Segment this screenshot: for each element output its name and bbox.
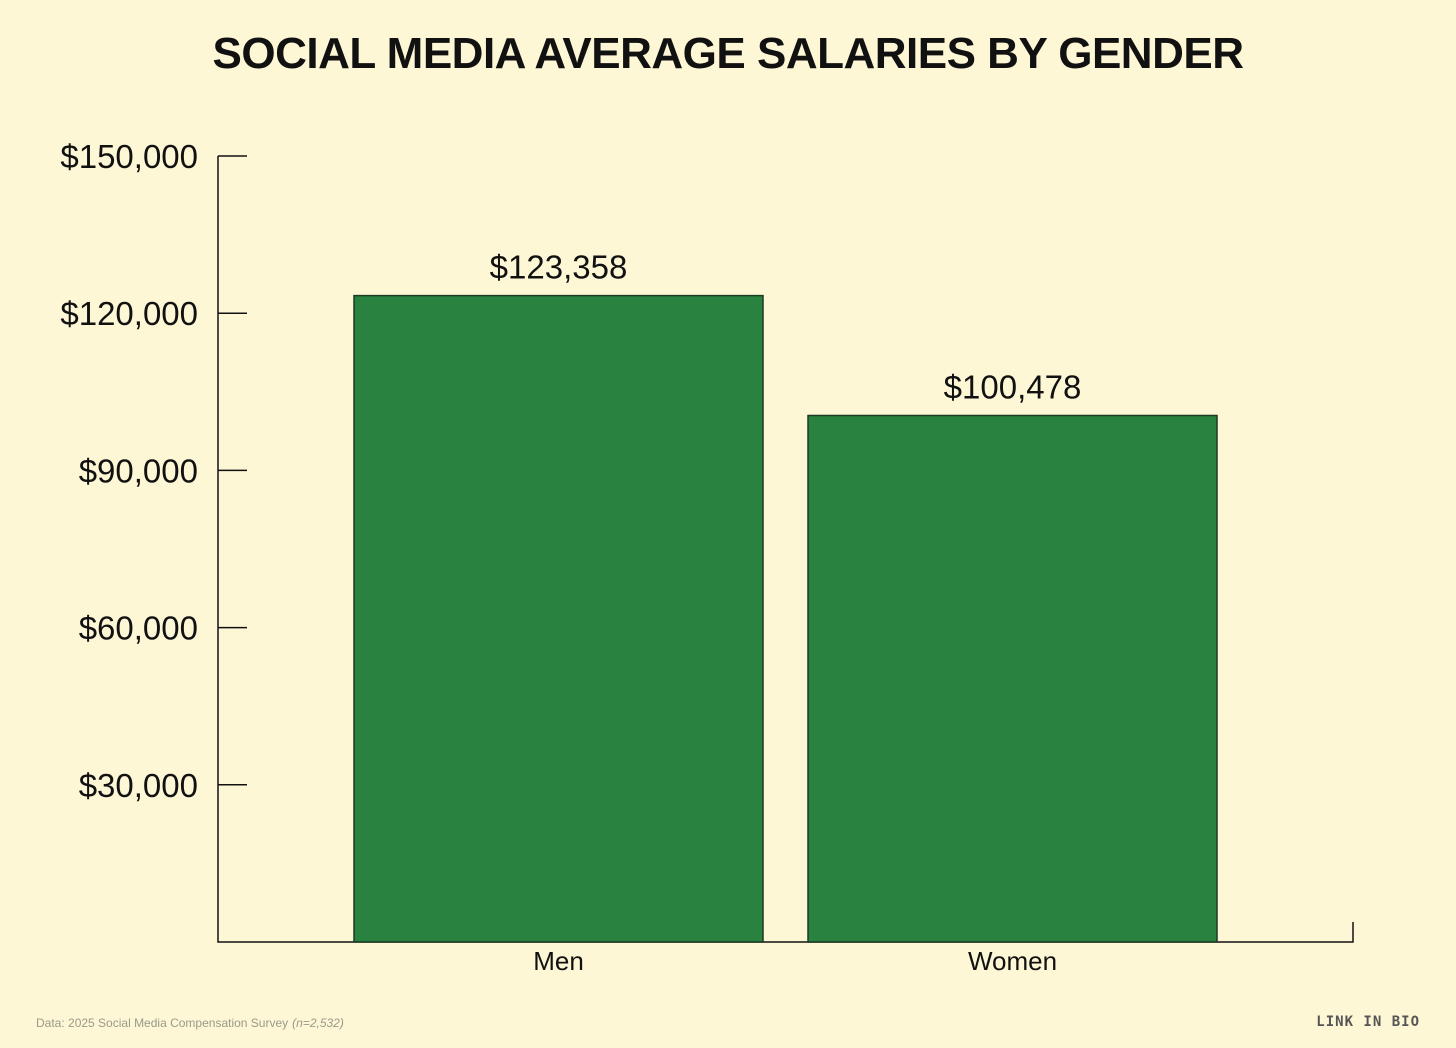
bar-data-labels: $123,358 $100,478 — [490, 249, 1082, 406]
brand-logo: LINK IN BIO — [1316, 1014, 1420, 1030]
y-axis-ticks: $30,000 $60,000 $90,000 $120,000 $150,000 — [60, 138, 247, 804]
category-label-women: Women — [968, 946, 1057, 976]
source-text: Data: 2025 Social Media Compensation Sur… — [36, 1016, 289, 1030]
chart-title: SOCIAL MEDIA AVERAGE SALARIES BY GENDER — [213, 29, 1244, 78]
category-label-men: Men — [533, 946, 584, 976]
y-tick-label: $120,000 — [60, 295, 198, 332]
bar-series — [353, 294, 1218, 943]
source-note: Data: 2025 Social Media Compensation Sur… — [36, 1016, 344, 1030]
bar-women — [807, 414, 1218, 943]
data-label-men: $123,358 — [490, 249, 628, 286]
axis-frame — [217, 156, 1354, 943]
sample-size-note: (n=2,532) — [292, 1016, 344, 1030]
y-tick-label: $30,000 — [79, 767, 198, 804]
data-label-women: $100,478 — [944, 368, 1082, 405]
x-axis-category-labels: Men Women — [533, 946, 1057, 976]
y-tick-label: $60,000 — [79, 610, 198, 647]
bar-men — [353, 294, 764, 943]
chart-axes — [217, 156, 1354, 943]
bar-chart: SOCIAL MEDIA AVERAGE SALARIES BY GENDER … — [60, 29, 1354, 976]
y-tick-label: $90,000 — [79, 452, 198, 489]
y-tick-label: $150,000 — [60, 138, 198, 175]
